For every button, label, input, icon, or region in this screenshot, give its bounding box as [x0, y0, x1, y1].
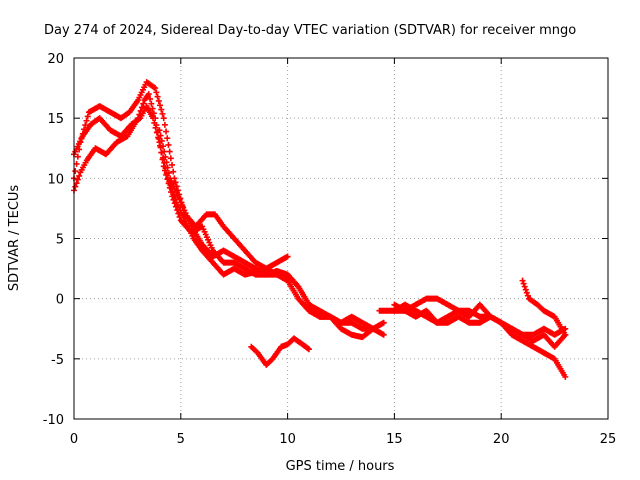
data-point — [159, 110, 166, 117]
data-point — [522, 286, 529, 293]
data-point — [153, 89, 160, 96]
data-point — [165, 141, 172, 148]
data-point — [157, 102, 164, 109]
x-tick-label: 5 — [177, 432, 185, 447]
data-point — [83, 117, 90, 124]
data-point — [158, 137, 165, 144]
data-point — [519, 277, 526, 284]
data-point — [162, 153, 169, 160]
data-point — [523, 289, 530, 296]
data-point — [170, 168, 177, 175]
x-tick-label: 25 — [600, 432, 617, 447]
data-point — [380, 331, 387, 338]
data-points — [71, 79, 569, 380]
data-point — [160, 143, 166, 150]
series-track-b — [71, 103, 291, 278]
y-tick-label: 20 — [47, 52, 64, 67]
data-point — [165, 169, 172, 176]
data-point — [78, 134, 85, 141]
y-tick-label: -10 — [43, 413, 64, 428]
data-point — [138, 104, 145, 111]
data-point — [166, 148, 173, 155]
data-point — [150, 115, 157, 122]
data-point — [380, 319, 387, 326]
x-axis-label: GPS time / hours — [286, 459, 395, 474]
data-point — [172, 179, 179, 186]
data-point — [167, 155, 174, 162]
data-point — [161, 121, 168, 128]
chart-title: Day 274 of 2024, Sidereal Day-to-day VTE… — [44, 23, 576, 38]
data-point — [562, 331, 569, 338]
data-point — [520, 280, 527, 287]
x-tick-label: 0 — [70, 432, 78, 447]
data-point — [524, 292, 531, 299]
data-point — [152, 124, 159, 131]
data-point — [175, 210, 182, 217]
y-tick-label: 15 — [47, 112, 64, 127]
data-point — [151, 119, 158, 126]
data-point — [76, 172, 83, 179]
data-point — [156, 127, 163, 134]
data-point — [74, 153, 81, 160]
data-point — [161, 148, 168, 155]
data-point — [284, 253, 291, 260]
data-point — [160, 115, 167, 122]
y-axis-label: SDTVAR / TECUs — [7, 185, 22, 292]
data-point — [171, 192, 178, 199]
data-point — [370, 325, 377, 332]
data-point — [155, 97, 162, 104]
y-tick-label: 0 — [56, 293, 64, 308]
data-point — [169, 161, 176, 168]
y-tick-label: -5 — [51, 353, 64, 368]
series-track-h — [376, 307, 569, 338]
series-track-d — [156, 127, 377, 341]
y-tick-label: 5 — [56, 233, 64, 248]
data-point — [562, 373, 569, 380]
data-point — [163, 128, 170, 135]
data-point — [74, 176, 81, 183]
data-point — [73, 180, 80, 187]
data-point — [157, 132, 164, 139]
data-point — [72, 183, 79, 190]
data-point — [368, 326, 375, 333]
data-point — [164, 135, 171, 142]
data-point — [84, 113, 91, 120]
data-point — [304, 345, 311, 352]
data-point — [73, 160, 80, 167]
data-point — [148, 100, 155, 107]
x-tick-label: 20 — [493, 432, 510, 447]
data-point — [76, 146, 83, 153]
data-point — [72, 168, 79, 175]
series-track-e — [248, 335, 312, 368]
data-point — [81, 126, 88, 133]
data-point — [164, 164, 171, 171]
x-tick-label: 15 — [386, 432, 403, 447]
data-point — [147, 95, 154, 102]
data-point — [145, 91, 152, 98]
data-point — [305, 346, 312, 353]
y-tick-label: 10 — [47, 172, 64, 187]
series-track-i — [519, 277, 569, 338]
data-point — [140, 100, 147, 107]
series-track-c — [71, 79, 387, 332]
data-point — [82, 122, 89, 129]
data-point — [77, 139, 84, 146]
data-point — [152, 85, 159, 92]
data-point — [521, 283, 528, 290]
x-tick-label: 10 — [279, 432, 296, 447]
series-track-a — [71, 91, 387, 338]
data-point — [79, 130, 86, 137]
plot-frame — [73, 57, 609, 420]
data-point — [154, 93, 161, 100]
data-point — [176, 214, 183, 221]
data-point — [158, 106, 165, 113]
data-point — [163, 159, 170, 166]
